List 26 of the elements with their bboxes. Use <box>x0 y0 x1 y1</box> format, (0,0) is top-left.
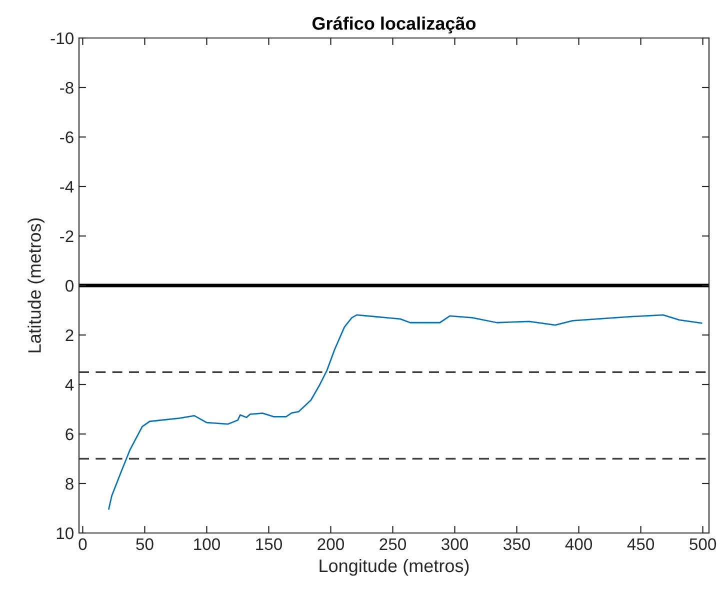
y-tick-label: 10 <box>56 527 74 540</box>
line-series <box>108 314 702 510</box>
x-tick-label: 500 <box>690 538 716 550</box>
x-tick-label: 0 <box>78 538 87 550</box>
y-tick-label: 8 <box>66 478 74 490</box>
x-tick-label: 200 <box>318 538 344 550</box>
x-axis-title: Longitude (metros) <box>320 558 469 576</box>
y-tick-label: -8 <box>60 82 74 94</box>
y-tick-label: -6 <box>60 131 74 144</box>
x-tick-label: 50 <box>136 538 154 550</box>
chart-title: Gráfico localização <box>312 16 476 34</box>
y-tick-label: -2 <box>60 230 74 242</box>
y-axis-title: Latitude (metros) <box>28 218 44 352</box>
y-tick-label: -4 <box>60 181 74 193</box>
y-tick-label: 2 <box>66 329 74 342</box>
x-tick-label: 150 <box>256 538 282 550</box>
y-tick-label: 0 <box>66 280 74 292</box>
x-tick-label: 450 <box>627 538 654 550</box>
x-tick-label: 350 <box>504 538 530 550</box>
x-tick-label: 100 <box>194 538 220 550</box>
y-tick-label: 6 <box>66 428 74 440</box>
x-tick-label: 300 <box>442 538 468 550</box>
y-tick-label: -10 <box>50 32 74 44</box>
x-tick-label: 250 <box>380 538 406 550</box>
y-tick-label: 4 <box>65 379 74 391</box>
x-tick-label: 400 <box>565 538 592 550</box>
